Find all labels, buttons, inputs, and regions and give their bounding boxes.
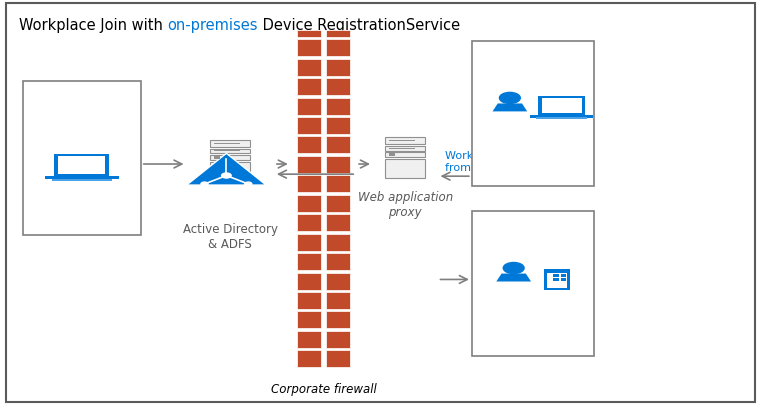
Bar <box>297 214 321 231</box>
Circle shape <box>221 173 231 178</box>
Bar <box>544 269 570 290</box>
Bar <box>553 278 559 281</box>
Bar <box>385 137 425 144</box>
Bar <box>297 175 321 192</box>
Bar <box>536 117 587 119</box>
Bar <box>297 331 321 348</box>
Bar <box>326 117 350 134</box>
Bar <box>297 253 321 270</box>
Text: Web application
proxy: Web application proxy <box>358 191 453 219</box>
Bar <box>297 195 321 212</box>
Polygon shape <box>186 153 266 185</box>
Text: Workplace Join with: Workplace Join with <box>19 18 167 33</box>
Bar <box>385 159 425 178</box>
Bar <box>59 156 105 174</box>
Bar <box>297 273 321 290</box>
Text: Workplace Join
from the internet: Workplace Join from the internet <box>445 151 541 173</box>
Circle shape <box>503 262 524 273</box>
Bar <box>210 140 250 147</box>
Bar <box>23 81 141 235</box>
Bar <box>561 278 566 281</box>
Bar <box>326 59 350 76</box>
Bar <box>538 96 585 115</box>
Bar <box>45 177 119 179</box>
Bar <box>326 331 350 348</box>
Bar <box>326 39 350 56</box>
Bar <box>326 195 350 212</box>
Bar <box>297 30 321 37</box>
Bar <box>210 149 250 153</box>
Bar <box>326 253 350 270</box>
Bar <box>326 175 350 192</box>
Bar <box>55 154 110 177</box>
Bar <box>297 98 321 115</box>
Bar <box>210 162 250 181</box>
Bar <box>297 39 321 56</box>
Polygon shape <box>496 273 531 281</box>
Polygon shape <box>492 103 527 111</box>
Bar <box>326 273 350 290</box>
Bar <box>542 98 581 113</box>
Bar <box>297 311 321 328</box>
Bar <box>215 156 221 159</box>
Text: Active Directory
& ADFS: Active Directory & ADFS <box>183 223 278 251</box>
Circle shape <box>201 182 208 186</box>
Bar <box>326 311 350 328</box>
Bar <box>326 98 350 115</box>
Text: Workplace Join
from corporate: Workplace Join from corporate <box>37 187 126 215</box>
Bar <box>326 214 350 231</box>
Bar <box>385 146 425 151</box>
Bar <box>326 292 350 309</box>
Bar <box>472 40 594 186</box>
Bar <box>326 234 350 251</box>
Circle shape <box>245 182 252 186</box>
Text: Device RegistrationService: Device RegistrationService <box>258 18 460 33</box>
Bar <box>297 292 321 309</box>
Bar <box>389 153 396 156</box>
Bar <box>326 30 350 37</box>
Bar <box>326 136 350 153</box>
Bar <box>297 136 321 153</box>
Text: Home: Home <box>515 157 550 170</box>
Bar <box>297 59 321 76</box>
Bar <box>561 274 566 277</box>
Bar <box>297 350 321 367</box>
Bar <box>472 211 594 356</box>
Bar <box>297 234 321 251</box>
Bar <box>326 156 350 173</box>
Bar <box>547 273 567 288</box>
Bar <box>326 350 350 367</box>
Bar <box>553 274 559 277</box>
Bar <box>210 155 250 160</box>
Text: Corporate firewall: Corporate firewall <box>271 383 376 396</box>
Bar <box>385 152 425 157</box>
Bar <box>297 117 321 134</box>
Bar <box>52 179 112 181</box>
Bar <box>297 156 321 173</box>
Bar <box>530 115 593 118</box>
Text: on-premises: on-premises <box>167 18 258 33</box>
Text: Coffee Shop: Coffee Shop <box>497 327 568 340</box>
Circle shape <box>499 92 521 103</box>
Bar <box>326 78 350 95</box>
Bar <box>297 78 321 95</box>
